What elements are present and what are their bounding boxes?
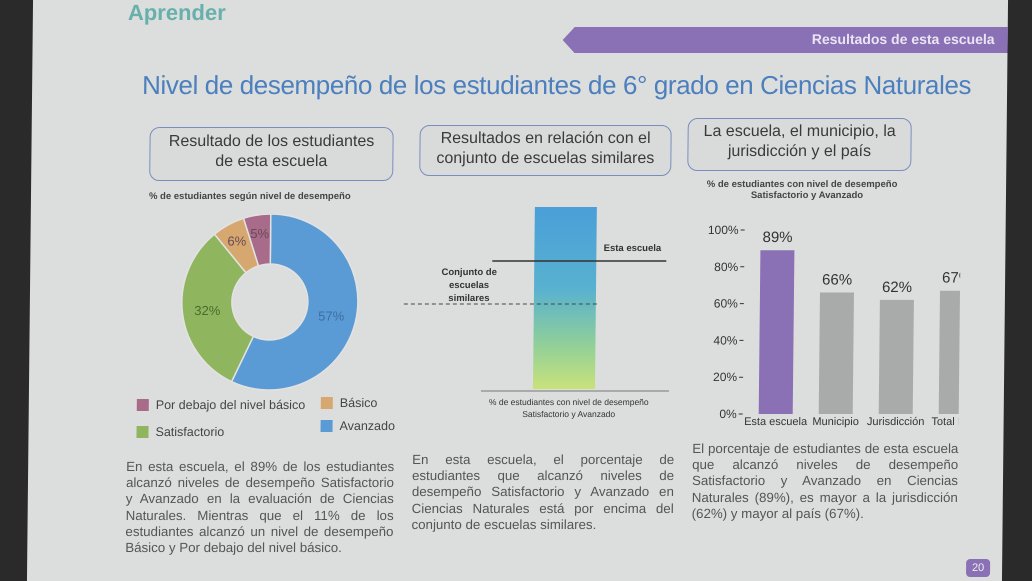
similar-label-3: similares — [448, 293, 489, 304]
mid-caption-1: % de estudiantes con nivel de desempeño — [489, 397, 649, 407]
left-section-heading: Resultado de los estudiantes de esta esc… — [149, 127, 394, 181]
y-tick-label: 20% — [713, 370, 737, 384]
legend-swatch — [320, 397, 333, 409]
y-tick-label: 0% — [719, 407, 737, 421]
donut-label: 32% — [194, 303, 221, 318]
bar-category-label: Esta escuela — [744, 416, 808, 428]
bar-chart: 0% 20% 40% 60% 80% 100% 89% Esta escuela 66% Muni… — [708, 223, 961, 428]
section-banner: Resultados de esta escuela — [562, 27, 1008, 53]
bar — [878, 299, 914, 414]
report-page: Aprender Resultados de esta escuela Nive… — [26, 0, 1009, 581]
legend-swatch — [136, 399, 149, 411]
similar-label-1: Conjunto de — [441, 267, 497, 278]
legend-satisfactory: Satisfactorio — [136, 425, 224, 439]
donut-chart: 57% 32% 6% 5% — [181, 214, 359, 391]
bar — [938, 290, 961, 414]
donut-slice — [230, 214, 359, 391]
donut-label: 5% — [250, 226, 269, 241]
bar — [758, 250, 795, 414]
mid-caption-2: Satisfactorio y Avanzado — [522, 409, 615, 419]
similar-schools-chart: Esta escuela Conjunto de escuelas simila… — [403, 207, 669, 419]
similar-label-2: escuelas — [449, 280, 489, 291]
bar-value-label: 89% — [762, 229, 792, 246]
bar-value-label: 66% — [822, 272, 852, 289]
donut-label: 6% — [227, 234, 246, 249]
donut-label: 57% — [318, 309, 345, 324]
donut-slice — [181, 233, 255, 383]
bar-chart-caption: % de estudiantes con nivel de desempeño … — [706, 179, 898, 201]
y-tick-label: 40% — [713, 333, 737, 347]
bar-value-label: 62% — [882, 279, 912, 296]
donut-chart-title: % de estudiantes según nivel de desempeñ… — [148, 191, 351, 202]
gradient-bar — [532, 207, 597, 389]
legend-below-basic: Por debajo del nivel básico — [136, 398, 305, 412]
legend-basic: Básico — [320, 396, 377, 410]
school-line-label: Esta escuela — [604, 243, 662, 254]
mid-paragraph: En esta escuela, el porcentaje de estudi… — [411, 452, 675, 532]
aprender-logo: Aprender — [127, 0, 226, 25]
y-tick-label: 80% — [714, 260, 738, 274]
legend-swatch — [136, 426, 149, 438]
legend-swatch — [320, 420, 333, 432]
right-section-heading: La escuela, el municipio, la jurisdicció… — [687, 118, 912, 171]
bar-value-label: 67% — [942, 270, 961, 287]
bar-category-label: Total País — [931, 416, 960, 428]
legend-advanced: Avanzado — [320, 419, 395, 433]
mid-section-heading: Resultados en relación con el conjunto d… — [419, 125, 672, 176]
right-paragraph: El porcentaje de estudiantes de esta esc… — [691, 441, 959, 521]
bar-category-label: Jurisdicción — [867, 416, 925, 428]
bar-category-label: Municipio — [812, 416, 859, 428]
page-title: Nivel de desempeño de los estudiantes de… — [141, 70, 972, 100]
donut-slice — [242, 214, 272, 267]
y-tick-label: 100% — [708, 223, 739, 237]
bar — [818, 292, 854, 414]
left-paragraph: En esta escuela, el 89% de los estudiant… — [125, 459, 395, 556]
y-tick-label: 60% — [714, 297, 738, 311]
banner-text: Resultados de esta escuela — [811, 31, 995, 47]
page-number: 20 — [965, 559, 991, 577]
